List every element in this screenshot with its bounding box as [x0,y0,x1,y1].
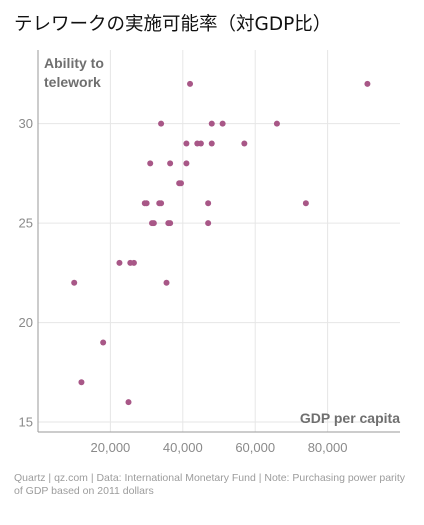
data-point [147,160,154,167]
source-note: Quartz | qz.com | Data: International Mo… [14,472,406,497]
axis-labels: Ability to telework GDP per capita [44,55,400,426]
data-points [71,80,371,406]
y-tick-label: 15 [19,415,33,430]
y-tick-label: 30 [19,116,33,131]
data-point [273,120,280,127]
data-point [302,200,309,207]
data-point [364,80,371,87]
data-point [163,279,170,286]
data-point [100,339,107,346]
data-point [208,140,215,147]
data-point [197,140,204,147]
data-point [71,279,78,286]
x-tick-label: 80,000 [308,440,348,455]
scatter-chart: 20,000 40,000 60,000 80,000 15 20 25 30 Ability… [19,50,400,455]
gridlines [38,50,400,432]
data-point [208,120,215,127]
data-point [78,379,85,386]
y-tick-label: 20 [19,315,33,330]
chart-title: テレワークの実施可能率（対GDP比） [14,14,332,35]
x-axis-label: GDP per capita [300,410,400,426]
axes [37,50,400,433]
data-point [150,220,157,227]
y-axis-label: telework [44,74,101,90]
data-point [241,140,248,147]
x-tick-label: 20,000 [91,440,131,455]
data-point [167,160,174,167]
data-point [183,140,190,147]
data-point [167,220,174,227]
data-point [158,120,165,127]
data-point [205,220,212,227]
data-point [130,259,137,266]
data-point [125,399,132,406]
data-point [219,120,226,127]
y-tick-label: 25 [19,216,33,231]
data-point [158,200,165,207]
data-point [143,200,150,207]
data-point [205,200,212,207]
data-point [183,160,190,167]
tick-labels: 20,000 40,000 60,000 80,000 15 20 25 30 [19,116,348,455]
data-point [187,80,194,87]
y-axis-label: Ability to [44,55,104,71]
x-tick-label: 60,000 [235,440,275,455]
data-point [177,180,184,187]
data-point [116,259,123,266]
x-tick-label: 40,000 [163,440,203,455]
